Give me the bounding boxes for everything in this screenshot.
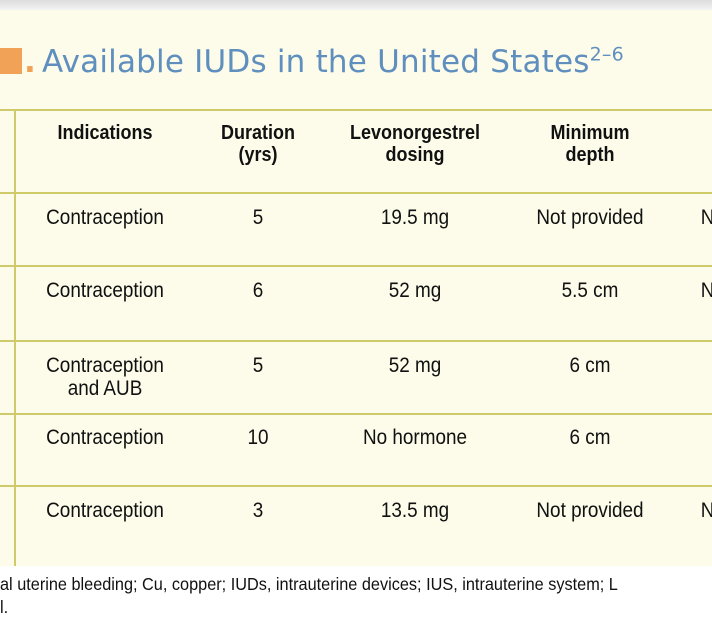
row-5-duration: 3	[252, 499, 264, 522]
row-3-indications: Contraception and AUB	[46, 354, 164, 400]
row-3-depth: 6 cm	[569, 354, 611, 377]
row-4-duration: 10	[247, 426, 269, 449]
header-minimum-depth: Minimum depth	[550, 122, 630, 166]
row-1-duration: 5	[252, 206, 264, 229]
row-5-cut-text: N	[701, 499, 712, 522]
table-title: . Available IUDs in the United States2–6	[0, 44, 624, 104]
rule-top	[0, 109, 712, 111]
top-shadow	[0, 0, 712, 10]
title-references: 2–6	[589, 43, 624, 66]
header-levonorgestrel-dosing: Levonorgestrel dosing	[349, 122, 481, 166]
row-5-indications: Contraception	[46, 499, 164, 522]
row-2-dosing: 52 mg	[388, 279, 442, 302]
row-4-dosing: No hormone	[362, 426, 468, 449]
row-3-duration: 5	[252, 354, 264, 377]
table-number-fragment	[0, 48, 22, 74]
row-2-cut-text: N	[701, 279, 712, 302]
row-2-depth: 5.5 cm	[561, 279, 619, 302]
rule-header-bottom	[0, 192, 712, 194]
row-4-indications: Contraception	[46, 426, 164, 449]
row-1-indications: Contraception	[46, 206, 164, 229]
row-3-dosing: 52 mg	[388, 354, 442, 377]
rule-row-2	[0, 340, 712, 342]
header-indications: Indications	[57, 122, 153, 144]
column-divider	[14, 110, 16, 566]
rule-row-1	[0, 265, 712, 267]
row-4-depth: 6 cm	[569, 426, 611, 449]
row-1-cut-text: N	[701, 206, 712, 229]
rule-row-3	[0, 413, 712, 415]
row-2-duration: 6	[252, 279, 264, 302]
table-panel: . Available IUDs in the United States2–6 …	[0, 10, 712, 566]
row-1-depth: Not provided	[536, 206, 644, 229]
table-title-text: Available IUDs in the United States	[41, 44, 590, 80]
row-1-dosing: 19.5 mg	[380, 206, 450, 229]
title-dot: .	[24, 44, 36, 80]
rule-row-4	[0, 485, 712, 487]
row-5-dosing: 13.5 mg	[380, 499, 450, 522]
footnote-line-1: al uterine bleeding; Cu, copper; IUDs, i…	[0, 574, 618, 594]
row-5-depth: Not provided	[536, 499, 644, 522]
header-duration: Duration (yrs)	[221, 122, 295, 166]
footnote-line-2: l.	[0, 597, 9, 617]
row-2-indications: Contraception	[46, 279, 164, 302]
